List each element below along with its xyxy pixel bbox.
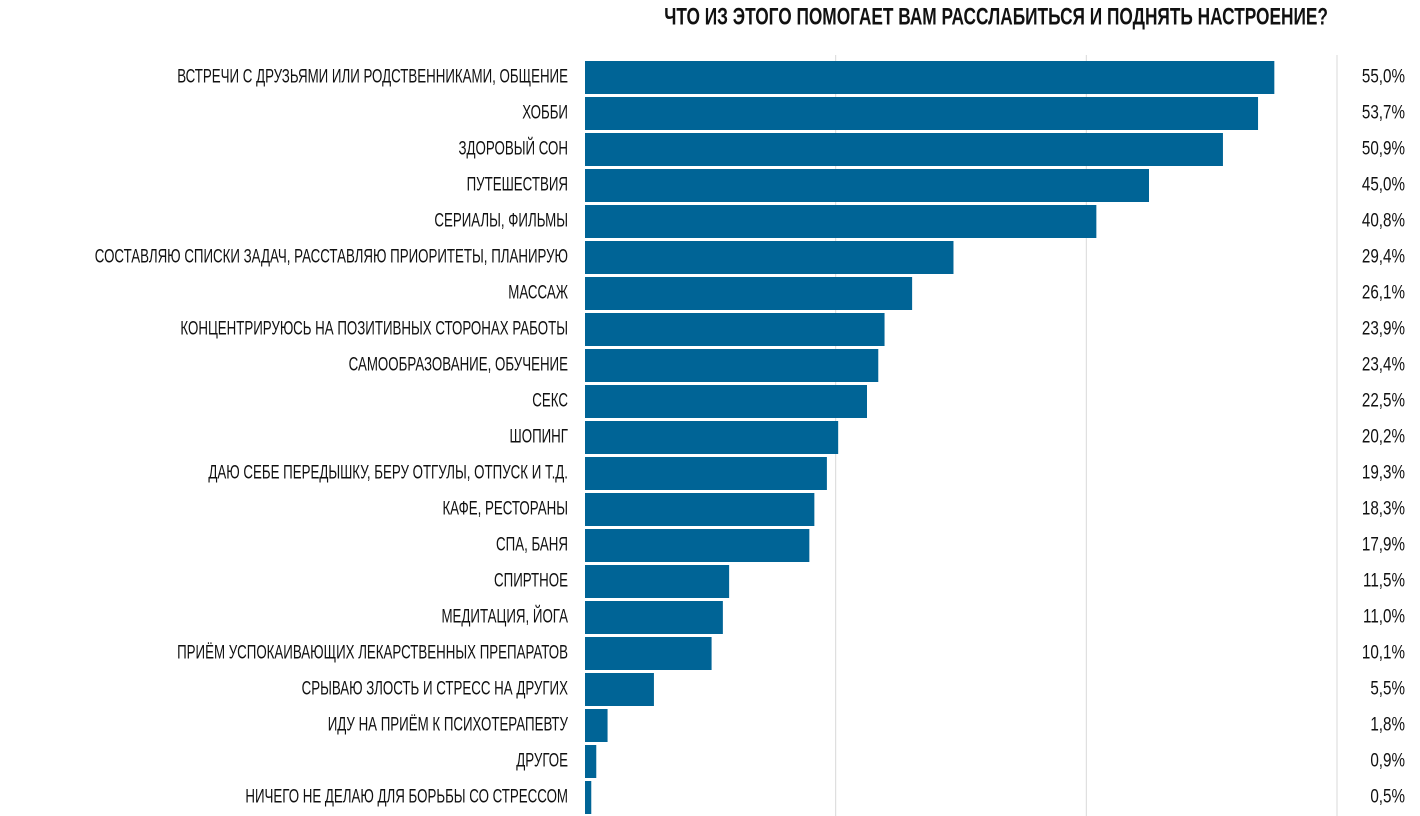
category-label: МЕДИТАЦИЯ, ЙОГА [441, 606, 568, 628]
value-label: 29,4% [1362, 247, 1405, 268]
category-label: ДРУГОЕ [516, 751, 568, 772]
value-label: 50,9% [1362, 139, 1405, 160]
category-label: СЕРИАЛЫ, ФИЛЬМЫ [434, 211, 568, 232]
bar [585, 529, 810, 562]
bar [585, 709, 608, 742]
bar [585, 277, 913, 310]
value-label: 19,3% [1362, 463, 1405, 484]
value-label: 55,0% [1362, 67, 1405, 88]
bar [585, 241, 954, 274]
category-label: КАФЕ, РЕСТОРАНЫ [442, 499, 568, 520]
category-label: ХОББИ [522, 103, 568, 124]
category-label: СПИРТНОЕ [494, 571, 568, 592]
category-label: СРЫВАЮ ЗЛОСТЬ И СТРЕСС НА ДРУГИХ [302, 679, 569, 700]
value-label: 0,5% [1370, 787, 1405, 808]
bar [585, 601, 723, 634]
value-label: 40,8% [1362, 211, 1405, 232]
bar [585, 457, 827, 490]
category-label: СПА, БАНЯ [496, 535, 568, 556]
value-label: 45,0% [1362, 175, 1405, 196]
bar [585, 781, 592, 814]
category-label: ШОПИНГ [510, 427, 568, 448]
value-label: 11,0% [1363, 607, 1405, 628]
value-label: 23,9% [1362, 319, 1405, 340]
bar [585, 349, 879, 382]
value-label: 5,5% [1370, 679, 1405, 700]
value-label: 11,5% [1363, 571, 1405, 592]
category-label: СЕКС [532, 391, 568, 412]
value-label: 1,8% [1370, 715, 1405, 736]
bar [585, 169, 1149, 202]
value-label: 26,1% [1362, 283, 1405, 304]
value-label: 22,5% [1362, 391, 1405, 412]
bar [585, 673, 654, 706]
bar [585, 97, 1259, 130]
category-label: ИДУ НА ПРИЁМ К ПСИХОТЕРАПЕВТУ [328, 715, 569, 736]
category-label: ЗДОРОВЫЙ СОН [459, 138, 568, 160]
chart-title: ЧТО ИЗ ЭТОГО ПОМОГАЕТ ВАМ РАССЛАБИТЬСЯ И… [664, 3, 1328, 30]
bar [585, 205, 1097, 238]
value-label: 20,2% [1362, 427, 1405, 448]
bar [585, 133, 1223, 166]
value-label: 10,1% [1362, 643, 1405, 664]
category-label: СОСТАВЛЯЮ СПИСКИ ЗАДАЧ, РАССТАВЛЯЮ ПРИОР… [95, 247, 568, 268]
bar [585, 385, 867, 418]
bar [585, 313, 885, 346]
category-label: ДАЮ СЕБЕ ПЕРЕДЫШКУ, БЕРУ ОТГУЛЫ, ОТПУСК … [208, 463, 568, 484]
category-label: НИЧЕГО НЕ ДЕЛАЮ ДЛЯ БОРЬБЫ СО СТРЕССОМ [245, 787, 568, 808]
value-label: 18,3% [1362, 499, 1405, 520]
bar [585, 637, 712, 670]
category-label: ПРИЁМ УСПОКАИВАЮЩИХ ЛЕКАРСТВЕННЫХ ПРЕПАР… [177, 643, 568, 664]
category-label: МАССАЖ [508, 283, 568, 304]
category-label: ПУТЕШЕСТВИЯ [467, 175, 568, 196]
bar [585, 493, 815, 526]
bar [585, 61, 1275, 94]
category-label: ВСТРЕЧИ С ДРУЗЬЯМИ ИЛИ РОДСТВЕННИКАМИ, О… [177, 67, 568, 88]
value-label: 0,9% [1370, 751, 1405, 772]
bar [585, 565, 730, 598]
bar [585, 745, 597, 778]
value-label: 23,4% [1362, 355, 1405, 376]
bar [585, 421, 839, 454]
value-label: 53,7% [1362, 103, 1405, 124]
value-label: 17,9% [1362, 535, 1405, 556]
category-label: САМООБРАЗОВАНИЕ, ОБУЧЕНИЕ [349, 355, 568, 376]
category-label: КОНЦЕНТРИРУЮСЬ НА ПОЗИТИВНЫХ СТОРОНАХ РА… [180, 319, 568, 340]
